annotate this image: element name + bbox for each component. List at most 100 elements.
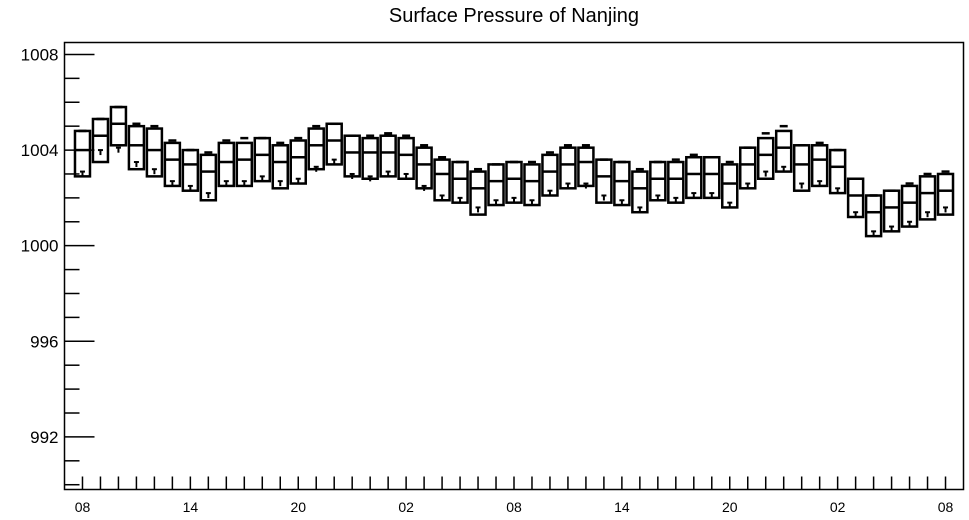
box-body <box>703 155 721 200</box>
box-item <box>343 134 361 179</box>
box-body <box>523 163 541 207</box>
box-item <box>289 136 307 185</box>
box-body <box>738 146 757 190</box>
box-item <box>307 124 325 172</box>
x-tick-label: 08 <box>75 499 91 515</box>
box-item <box>397 134 415 181</box>
y-tick-label: 992 <box>30 428 58 447</box>
box-body <box>343 134 361 178</box>
x-tick-label: 20 <box>290 499 306 515</box>
box-body <box>91 117 110 164</box>
box-body <box>199 153 218 202</box>
box-item <box>523 160 541 207</box>
box-body <box>541 153 559 197</box>
box-body <box>415 146 433 190</box>
box-item <box>936 170 955 216</box>
box-item <box>73 129 92 178</box>
box-body <box>864 194 883 238</box>
box-item <box>109 105 128 153</box>
box-item <box>900 182 919 228</box>
box-body <box>181 148 200 192</box>
box-body <box>217 141 236 188</box>
box-body <box>667 160 685 204</box>
box-body <box>361 136 379 181</box>
box-body <box>307 127 325 171</box>
box-item <box>703 155 721 200</box>
box-body <box>145 127 164 178</box>
box-item <box>846 177 865 219</box>
box-item <box>559 144 577 190</box>
box-body <box>73 129 92 178</box>
box-body <box>631 170 649 214</box>
box-item <box>271 141 290 190</box>
x-tick-label: 14 <box>183 499 199 515</box>
box-item <box>756 132 775 181</box>
plot-frame <box>63 41 965 491</box>
box-plot-series <box>73 105 955 238</box>
box-body <box>756 136 775 181</box>
box-body <box>721 163 739 209</box>
box-body <box>685 155 703 200</box>
box-item <box>810 141 829 188</box>
box-item <box>541 151 559 197</box>
box-item <box>774 124 793 173</box>
box-item <box>631 167 649 214</box>
box-item <box>91 117 110 164</box>
box-body <box>882 189 901 233</box>
box-item <box>361 134 379 182</box>
box-body <box>559 146 577 190</box>
box-item <box>181 148 200 192</box>
y-axis: 992 996 1000 1004 1008 <box>21 45 95 486</box>
box-item <box>667 158 685 204</box>
y-tick-label: 1000 <box>21 237 59 256</box>
box-body <box>774 129 793 173</box>
box-body <box>900 184 919 228</box>
box-item <box>918 172 937 221</box>
box-body <box>505 160 523 204</box>
box-item <box>864 194 883 238</box>
box-item <box>613 160 631 207</box>
box-item <box>433 155 451 202</box>
x-tick-label: 08 <box>506 499 522 515</box>
box-item <box>451 160 469 204</box>
x-tick-label: 08 <box>938 499 954 515</box>
box-body <box>379 134 397 178</box>
box-body <box>235 141 254 188</box>
box-item <box>235 136 254 188</box>
chart-title: Surface Pressure of Nanjing <box>389 5 639 27</box>
y-tick-label: 1004 <box>21 141 59 160</box>
box-item <box>685 153 703 200</box>
box-item <box>721 160 739 209</box>
box-item <box>649 160 667 202</box>
box-body <box>487 163 505 207</box>
box-body <box>451 160 469 204</box>
box-item <box>882 189 901 233</box>
box-body <box>828 148 847 195</box>
box-item <box>415 144 433 191</box>
box-item <box>595 158 613 204</box>
box-item <box>145 124 164 178</box>
box-item <box>738 146 757 190</box>
box-item <box>127 122 146 171</box>
box-item <box>253 136 272 183</box>
box-item <box>792 144 811 192</box>
box-body <box>325 122 343 166</box>
box-body <box>577 146 595 188</box>
box-body <box>918 175 937 221</box>
box-item <box>577 144 595 189</box>
box-body <box>397 136 415 181</box>
box-body <box>271 144 290 190</box>
box-body <box>613 160 631 207</box>
box-body <box>163 141 182 188</box>
x-tick-label: 14 <box>614 499 630 515</box>
y-tick-label: 996 <box>30 332 58 351</box>
box-item <box>325 122 343 166</box>
x-tick-label: 02 <box>398 499 414 515</box>
x-tick-label: 20 <box>722 499 738 515</box>
box-body <box>127 124 146 171</box>
box-body <box>289 139 307 185</box>
box-body <box>469 170 487 216</box>
box-item <box>828 148 847 195</box>
box-body <box>810 144 829 188</box>
